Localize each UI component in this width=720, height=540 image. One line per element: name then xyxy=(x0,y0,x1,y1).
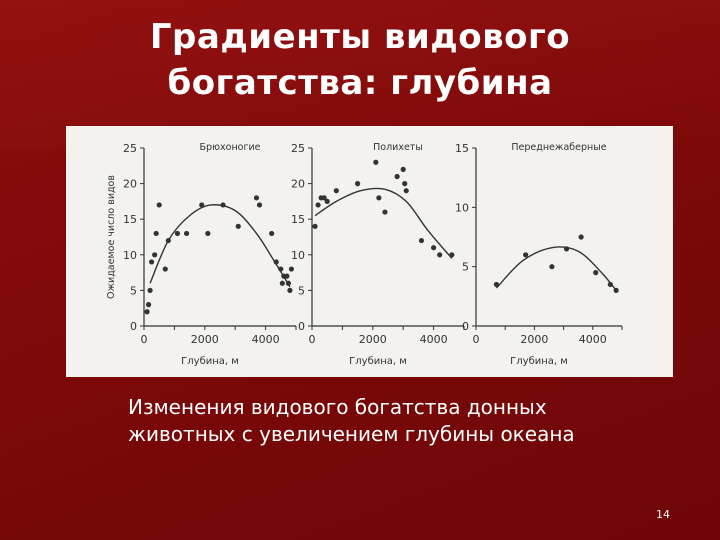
data-point xyxy=(162,266,168,272)
y-tick-label: 25 xyxy=(123,142,137,155)
chart-title: Полихеты xyxy=(373,142,423,153)
caption-line-1: Изменения видового богатства донных xyxy=(128,395,547,419)
figure-panel: 0 5 10 15 20 25 0 2000 4000 Глубина, м Брюхоногие О… xyxy=(66,126,673,377)
data-point xyxy=(593,270,599,276)
y-tick-label: 20 xyxy=(123,178,137,191)
data-point xyxy=(324,198,330,204)
data-point xyxy=(256,202,263,208)
x-tick-label: 2000 xyxy=(520,333,548,346)
chart-panel-2: 0 5 10 15 20 25 0 2000 4000 Глубина, м Полихеты xyxy=(291,142,465,367)
data-point xyxy=(285,280,291,286)
data-point xyxy=(279,280,285,286)
page-number: 14 xyxy=(656,508,670,521)
data-point xyxy=(418,237,425,244)
data-point xyxy=(321,195,327,201)
data-point xyxy=(493,281,500,288)
y-tick-label: 5 xyxy=(462,261,469,274)
data-point xyxy=(563,246,570,252)
data-point xyxy=(578,234,584,240)
data-point xyxy=(437,252,443,258)
data-point xyxy=(373,159,379,165)
data-point xyxy=(333,188,339,194)
data-point xyxy=(149,259,155,265)
x-tick-label: 0 xyxy=(141,333,148,346)
y-tick-label: 25 xyxy=(291,142,305,155)
data-point xyxy=(235,223,241,229)
data-point xyxy=(394,173,400,180)
slide-background-band xyxy=(0,0,720,150)
x-tick-label: 0 xyxy=(309,333,316,346)
data-point xyxy=(199,202,205,208)
y-tick-label: 5 xyxy=(130,284,137,297)
x-tick-label: 2000 xyxy=(359,333,387,346)
x-axis-label: Глубина, м xyxy=(349,356,407,367)
y-tick-label: 10 xyxy=(123,249,137,262)
slide-title-line-1: Градиенты видового xyxy=(149,17,571,57)
chart-title: Переднежаберные xyxy=(511,142,606,153)
x-tick-label: 4000 xyxy=(420,333,448,346)
chart-panel-3: 0 5 10 15 0 2000 4000 Глубина, м Переднежаберные xyxy=(455,142,623,367)
data-point xyxy=(153,230,159,237)
y-tick-label: 15 xyxy=(455,142,469,155)
data-point xyxy=(288,266,295,272)
y-tick-label: 15 xyxy=(291,213,305,226)
data-point xyxy=(607,281,613,288)
data-point xyxy=(613,287,619,293)
y-tick-label: 15 xyxy=(123,213,137,226)
data-point xyxy=(278,266,284,272)
data-point xyxy=(183,230,190,237)
caption-line-2: животных с увеличением глубины океана xyxy=(128,422,575,446)
x-tick-label: 0 xyxy=(473,333,480,346)
y-tick-label: 10 xyxy=(455,201,469,214)
data-point xyxy=(253,195,260,201)
data-point xyxy=(152,252,158,258)
x-axis-label: Глубина, м xyxy=(510,356,568,367)
x-tick-label: 4000 xyxy=(252,333,280,346)
data-point xyxy=(403,188,409,194)
figure-caption: Изменения видового богатства донных живо… xyxy=(128,394,688,448)
chart-panel-1: 0 5 10 15 20 25 0 2000 4000 Глубина, м Брюхоногие О… xyxy=(106,142,297,367)
y-tick-label: 20 xyxy=(291,178,305,191)
data-point xyxy=(287,287,293,293)
data-point xyxy=(549,264,555,270)
y-tick-label: 0 xyxy=(298,320,305,333)
data-point xyxy=(269,230,275,237)
y-tick-label: 0 xyxy=(462,320,469,333)
data-point xyxy=(145,302,152,308)
x-tick-label: 4000 xyxy=(579,333,607,346)
y-tick-label: 5 xyxy=(298,284,305,297)
data-point xyxy=(400,166,406,172)
data-point xyxy=(312,223,318,229)
data-point xyxy=(523,252,529,258)
y-axis-label: Ожидаемое число видов xyxy=(106,175,117,299)
x-axis-label: Глубина, м xyxy=(181,356,239,367)
data-point xyxy=(273,259,279,265)
data-point xyxy=(449,252,455,258)
data-point xyxy=(220,202,226,208)
data-point xyxy=(315,202,321,208)
data-point xyxy=(147,287,153,293)
data-point xyxy=(165,237,171,244)
data-point xyxy=(402,181,408,187)
trend-curve xyxy=(314,187,453,259)
y-tick-label: 0 xyxy=(130,320,137,333)
x-tick-label: 2000 xyxy=(191,333,219,346)
data-point xyxy=(205,230,211,237)
data-point xyxy=(144,309,150,315)
chart-title: Брюхоногие xyxy=(199,142,260,153)
trend-curve xyxy=(495,246,617,291)
data-point xyxy=(174,230,181,237)
slide-title-line-2: богатства: глубина xyxy=(167,63,553,103)
data-point xyxy=(355,181,361,187)
data-point xyxy=(431,245,437,251)
data-point xyxy=(376,195,382,201)
data-point xyxy=(382,209,388,215)
data-point xyxy=(156,202,162,208)
y-tick-label: 10 xyxy=(291,249,305,262)
data-point xyxy=(284,273,290,279)
trend-curve xyxy=(149,204,291,288)
slide-title: Градиенты видового богатства: глубина xyxy=(0,14,720,106)
